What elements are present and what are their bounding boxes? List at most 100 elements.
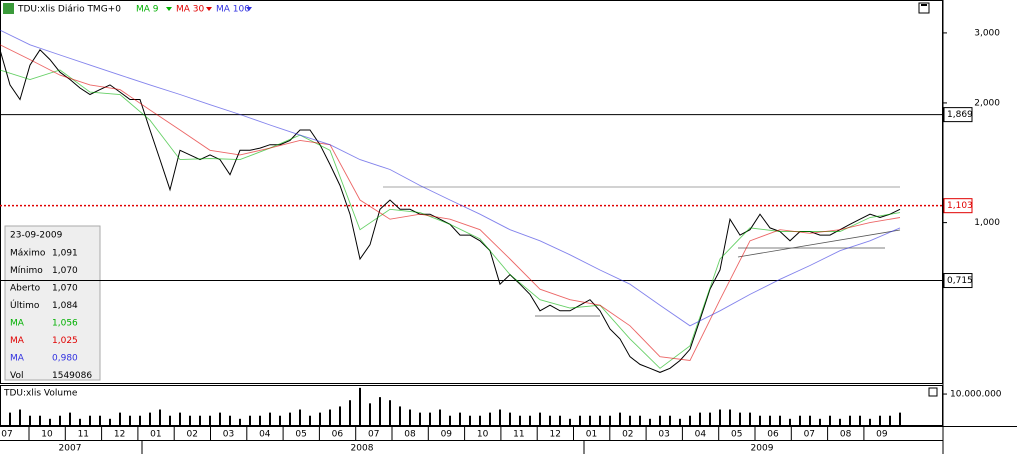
volume-bar	[429, 412, 431, 425]
volume-bar	[289, 412, 291, 425]
maximize-icon[interactable]	[918, 2, 930, 14]
month-label: 10	[477, 430, 489, 440]
volume-bar	[319, 412, 321, 425]
info-value: 1,025	[52, 336, 78, 346]
month-label: 02	[186, 430, 197, 440]
volume-bar	[719, 409, 721, 425]
volume-maximize-icon[interactable]	[928, 387, 938, 397]
volume-bar	[169, 415, 171, 425]
month-label: 10	[41, 430, 53, 440]
volume-bar	[79, 418, 81, 425]
volume-bar	[789, 418, 791, 425]
volume-bar	[729, 409, 731, 425]
month-label: 04	[259, 430, 271, 440]
volume-bar	[199, 415, 201, 425]
volume-bar	[229, 415, 231, 425]
volume-bar	[449, 415, 451, 425]
ma-line	[0, 69, 901, 369]
level-label: 1,103	[947, 201, 973, 211]
volume-bar	[399, 406, 401, 425]
volume-bar	[379, 397, 381, 425]
info-value: 1,070	[52, 266, 78, 276]
volume-bar	[549, 415, 551, 425]
month-label: 07	[804, 430, 815, 440]
year-label: 2009	[751, 444, 774, 454]
volume-bar	[509, 412, 511, 425]
volume-bar	[539, 412, 541, 425]
ma-line	[0, 44, 901, 361]
info-label: MA	[10, 354, 25, 364]
volume-bar	[279, 415, 281, 425]
volume-bar	[0, 415, 1, 425]
level-box	[943, 198, 973, 214]
volume-bar	[109, 418, 111, 425]
volume-bar	[139, 415, 141, 425]
month-label: 03	[223, 430, 234, 440]
month-label: 11	[513, 430, 524, 440]
legend-arrow	[246, 7, 252, 11]
info-label: MA	[10, 319, 25, 329]
volume-bar	[679, 418, 681, 425]
info-value: 1,084	[52, 301, 78, 311]
info-label: Mínimo	[10, 266, 43, 276]
legend-entry: MA 9	[136, 5, 159, 15]
volume-bar	[269, 412, 271, 425]
info-label: MA	[10, 336, 25, 346]
volume-bar	[249, 415, 251, 425]
y-tick-label: 1,000	[974, 218, 1000, 228]
info-value: 1,070	[52, 284, 78, 294]
volume-bar	[239, 418, 241, 425]
volume-bar	[529, 415, 531, 425]
info-value: 1,056	[52, 319, 78, 329]
year-label: 2007	[59, 444, 82, 454]
volume-bar	[849, 415, 851, 425]
volume-bar	[559, 415, 561, 425]
volume-bar	[209, 415, 211, 425]
volume-bar	[749, 412, 751, 425]
level-label: 0,715	[947, 276, 973, 286]
level-box	[943, 107, 973, 123]
month-label: 05	[731, 430, 742, 440]
chart-title: TDU:xlis Diário TMG+0	[17, 5, 121, 15]
volume-bar	[99, 415, 101, 425]
volume-bar	[839, 418, 841, 425]
y-tick-label: 2,000	[974, 98, 1000, 108]
level-box	[943, 273, 973, 289]
volume-bar	[809, 415, 811, 425]
volume-bar	[329, 409, 331, 425]
volume-bar	[19, 409, 21, 425]
volume-bar	[419, 412, 421, 425]
info-value: 1,091	[52, 249, 78, 259]
volume-bar	[129, 415, 131, 425]
symbol-icon	[3, 3, 14, 14]
volume-bar	[569, 418, 571, 425]
volume-bar	[299, 409, 301, 425]
volume-bar	[889, 415, 891, 425]
volume-bar	[609, 415, 611, 425]
volume-bar	[619, 412, 621, 425]
volume-bar	[699, 412, 701, 425]
legend-arrow	[206, 7, 212, 11]
volume-bar	[879, 415, 881, 425]
volume-bar	[589, 415, 591, 425]
volume-bar	[309, 415, 311, 425]
volume-bar	[709, 412, 711, 425]
volume-bar	[859, 415, 861, 425]
month-label: 07	[368, 430, 379, 440]
legend-arrow	[166, 7, 172, 11]
volume-bar	[29, 415, 31, 425]
level-label: 1,869	[947, 110, 973, 120]
volume-bar	[339, 406, 341, 425]
legend-entry: MA 100	[216, 5, 250, 15]
volume-bar	[39, 415, 41, 425]
volume-bar	[579, 415, 581, 425]
month-label: 06	[332, 430, 344, 440]
y-tick-label: 3,000	[974, 28, 1000, 38]
info-value: 1549086	[52, 371, 92, 381]
month-label: 09	[876, 430, 888, 440]
volume-bar	[689, 415, 691, 425]
info-label: Máximo	[10, 249, 46, 259]
volume-bar	[409, 409, 411, 425]
info-label: Último	[10, 299, 40, 311]
